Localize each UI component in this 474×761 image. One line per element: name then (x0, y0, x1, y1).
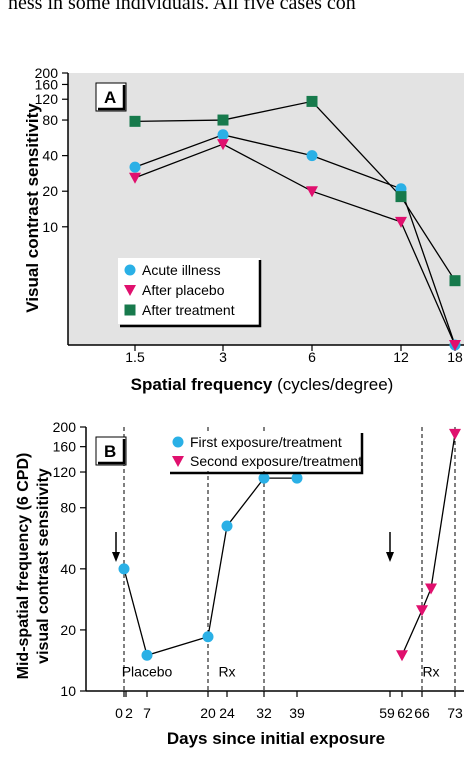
panel-a-point (395, 191, 407, 203)
panel-b-y-tick-label: 200 (53, 419, 77, 435)
panel-a-point (217, 114, 229, 126)
panel-b-legend-corner (170, 433, 364, 475)
panel-b-point (416, 605, 428, 617)
panel-a-xlabel-unit: (cycles/degree) (272, 375, 393, 394)
panel-a-xlabel: Spatial frequency (cycles/degree) (131, 375, 394, 394)
panel-a-legend-marker (124, 285, 136, 296)
panel-a-x-tick-label: 6 (308, 349, 316, 365)
panel-b-legend-text: Second exposure/treatment (190, 453, 362, 469)
panel-b-x-tick-label: 2 (125, 705, 133, 721)
panel-a-point (306, 186, 318, 198)
panel-b-arrow-head (112, 552, 120, 562)
panel-a-x-tick-label: 1.5 (125, 349, 145, 365)
panel-b-y-tick-label: 10 (60, 683, 76, 699)
panel-a-point (129, 115, 141, 127)
panel-a-y-tick-label: 10 (42, 219, 58, 235)
panel-a-legend-marker (124, 304, 136, 316)
panel-a-point (129, 172, 141, 184)
panel-b-point (449, 428, 461, 440)
panel-b-x-tick-label: 59 (379, 705, 395, 721)
panel-a-point (449, 340, 461, 351)
panel-b-point (118, 563, 130, 575)
panel-a-y-tick-label: 80 (42, 112, 58, 128)
panel-a-label: A (104, 88, 116, 107)
panel-a-x-tick-label: 12 (393, 349, 409, 365)
panel-a-label-corner (98, 85, 126, 111)
panel-a-y-tick-label: 40 (42, 148, 58, 164)
panel-b-legend (166, 431, 358, 471)
panel-b-label: B (104, 442, 116, 461)
panel-a-point (217, 129, 229, 141)
panel-a-point (306, 95, 318, 107)
panel-a-point (449, 275, 461, 287)
panel-b-x-tick-label: 73 (447, 705, 463, 721)
panel-b-legend-marker (172, 456, 184, 467)
panel-b-x-tick-label: 20 (200, 705, 216, 721)
panel-b-point (425, 583, 437, 595)
panel-b-point (141, 649, 153, 661)
panel-a-legend-text: After placebo (142, 282, 225, 298)
panel-b-y-tick-label: 160 (53, 439, 77, 455)
panel-b-ylabel-line2: visual contrast sensitivity (35, 468, 52, 664)
panel-b-x-tick-label: 7 (143, 705, 151, 721)
panel-b-annotation: Rx (422, 663, 439, 679)
panel-a-y-tick-label: 160 (35, 76, 59, 92)
panel-b-point (396, 650, 408, 662)
panel-b-point (202, 631, 214, 643)
panel-a-legend-text: Acute illness (142, 262, 221, 278)
panel-a-point (395, 216, 407, 228)
panel-a-legend-corner (120, 260, 262, 328)
panel-b-x-tick-label: 39 (289, 705, 305, 721)
panel-b-series-line (123, 477, 297, 657)
panel-a-point (217, 139, 229, 151)
panel-a-point (129, 161, 141, 173)
panel-b-ylabel-line1: Mid-spatial frequency (6 CPD) (15, 453, 32, 680)
panel-b-xlabel: Days since initial exposure (167, 729, 385, 748)
panel-b-label-corner (98, 439, 126, 465)
page-header-text: ness in some individuals. All five cases… (8, 0, 356, 14)
panel-a-label-box (95, 82, 127, 112)
panel-b-arrow-head (386, 552, 394, 562)
panel-a-legend (118, 258, 260, 324)
panel-b-x-tick-label: 24 (219, 705, 235, 721)
panel-a-x-tick-label: 18 (447, 349, 463, 365)
panel-b-series-line (401, 433, 456, 656)
panel-a-x-tick-label: 3 (219, 349, 227, 365)
panel-b-annotation: Rx (218, 663, 235, 679)
panel-b-y-tick-label: 120 (53, 464, 77, 480)
panel-b-point (291, 472, 303, 484)
panel-a-ylabel: Visual contrast sensitivity (23, 103, 42, 313)
panel-a-y-tick-label: 200 (35, 65, 59, 81)
panel-b-x-tick-label: 62 (397, 705, 413, 721)
panel-b-point (258, 472, 270, 484)
panel-b-label-box (95, 436, 127, 466)
panel-a-xlabel-bold: Spatial frequency (131, 375, 273, 394)
panel-a-y-tick-label: 20 (42, 183, 58, 199)
panel-b-y-tick-label: 80 (60, 500, 76, 516)
panel-b-x-tick-label: 0 (115, 705, 123, 721)
panel-a-y-tick-label: 120 (35, 91, 59, 107)
panel-a-legend-marker (124, 264, 136, 276)
panel-a-point (306, 150, 318, 162)
panel-b-legend-marker (172, 436, 184, 448)
panel-b-point (221, 520, 233, 532)
panel-b-x-tick-label: 32 (256, 705, 272, 721)
panel-a-legend-text: After treatment (142, 302, 235, 318)
panel-b-x-tick-label: 66 (414, 705, 430, 721)
panel-b-y-tick-label: 20 (60, 622, 76, 638)
panel-b-legend-text: First exposure/treatment (190, 434, 342, 450)
panel-b-annotation: Placebo (122, 663, 173, 679)
panel-b-y-tick-label: 40 (60, 561, 76, 577)
